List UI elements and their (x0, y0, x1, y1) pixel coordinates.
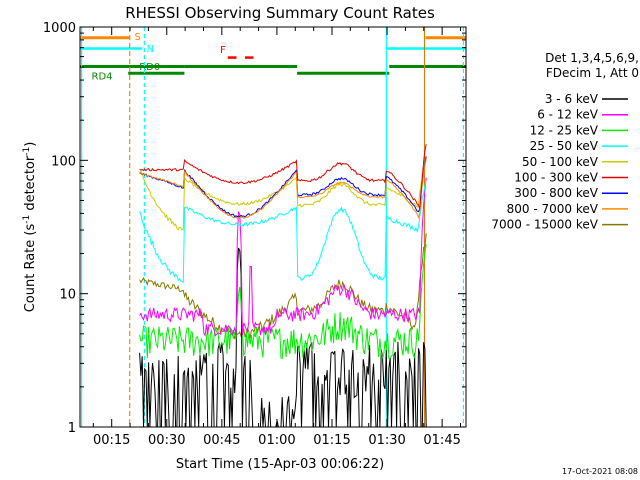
series-3-6-kev (139, 247, 427, 428)
y-tick-label: 1 (68, 421, 76, 436)
legend-label: 25 - 50 keV (530, 139, 599, 153)
legend-label: 50 - 100 keV (522, 155, 599, 169)
y-tick-label: 1000 (43, 21, 76, 36)
chart-title: RHESSI Observing Summary Count Rates (125, 4, 435, 22)
x-tick-label: 00:45 (203, 433, 240, 448)
y-tick-label: 100 (51, 154, 76, 169)
x-tick-label: 01:45 (423, 433, 460, 448)
x-tick-label: 00:15 (93, 433, 130, 448)
rd4-flag-label: RD4 (92, 71, 113, 82)
legend-label: 3 - 6 keV (545, 92, 599, 106)
legend-header: FDecim 1, Att 0 (546, 66, 639, 80)
series-7000-15000-kev (139, 233, 427, 340)
legend-label: 7000 - 15000 keV (491, 218, 598, 232)
legend: Det 1,3,4,5,6,9,FDecim 1, Att 0 3 - 6 keV… (491, 51, 639, 232)
saa-flag-label: S (134, 32, 140, 43)
x-tick-label: 00:30 (148, 433, 185, 448)
series-300-800-kev (139, 156, 427, 218)
legend-label: 800 - 7000 keV (507, 202, 599, 216)
y-tick-label: 10 (59, 288, 76, 303)
legend-label: 100 - 300 keV (514, 171, 598, 185)
legend-header: Det 1,3,4,5,6,9, (545, 51, 639, 65)
axis-layer: 1 10 100 1000 00:15 00:30 00:45 01:00 01:15 01:30… (43, 21, 466, 448)
legend-label: 12 - 25 keV (530, 123, 599, 137)
series-6-12-kev (139, 177, 427, 337)
y-axis-label: Count Rate (s-1 detector-1) (22, 142, 38, 313)
series-800-7000-kev (139, 158, 427, 220)
night-flag-label: N (147, 44, 154, 55)
x-tick-label: 01:00 (258, 433, 295, 448)
y-axis-label-part: -1 (22, 147, 32, 156)
y-axis-label-part: ) (23, 142, 38, 147)
flag-layer: SN RD0 RD4 F (80, 27, 466, 427)
series-layer (139, 144, 427, 428)
legend-label: 300 - 800 keV (514, 186, 598, 200)
x-tick-label: 01:15 (313, 433, 350, 448)
flare-flag-label: F (220, 45, 226, 56)
y-axis-label-part: Count Rate (s (23, 224, 38, 313)
plot-frame (79, 26, 467, 428)
series-25-50-kev (139, 181, 427, 284)
y-axis-label-part: -1 (22, 215, 32, 224)
rd0-flag-label: RD0 (139, 62, 160, 73)
x-tick-label: 01:30 (368, 433, 405, 448)
footer-date: 17-Oct-2021 08:08 (562, 467, 638, 476)
x-axis-label: Start Time (15-Apr-03 00:06:22) (176, 457, 384, 472)
series-12-25-kev (139, 244, 427, 360)
legend-label: 6 - 12 keV (537, 108, 599, 122)
series-100-300-kev (139, 144, 427, 210)
y-axis-label-part: detector (23, 155, 38, 215)
